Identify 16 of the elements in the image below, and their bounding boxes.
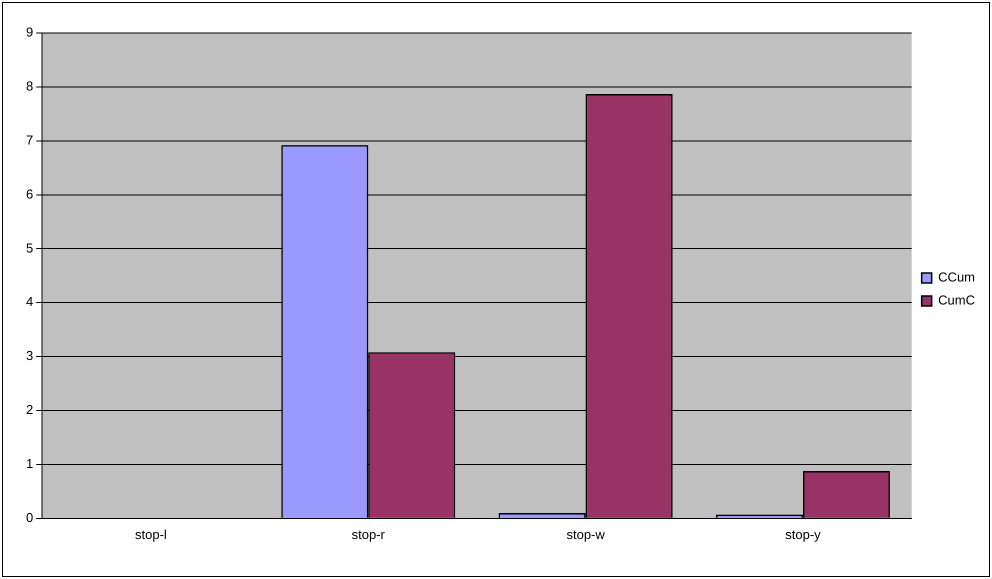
x-tick-label: stop-w: [566, 526, 606, 542]
y-tick-label: 8: [26, 78, 34, 94]
y-tick-label: 9: [26, 24, 34, 40]
y-tick-label: 2: [26, 402, 34, 418]
x-tick-label: stop-r: [352, 526, 386, 542]
x-tick-label: stop-l: [135, 526, 167, 542]
y-tick-label: 6: [26, 186, 34, 202]
y-tick-label: 7: [26, 132, 34, 148]
x-tick-label: stop-y: [785, 526, 822, 542]
y-tick-label: 5: [26, 240, 34, 256]
y-tick-label: 3: [26, 348, 34, 364]
legend-label: CumC: [938, 292, 976, 308]
y-tick-label: 1: [26, 456, 34, 472]
legend-label: CCum: [938, 270, 976, 285]
y-tick-label: 4: [26, 294, 34, 310]
y-tick-label: 0: [26, 510, 34, 525]
